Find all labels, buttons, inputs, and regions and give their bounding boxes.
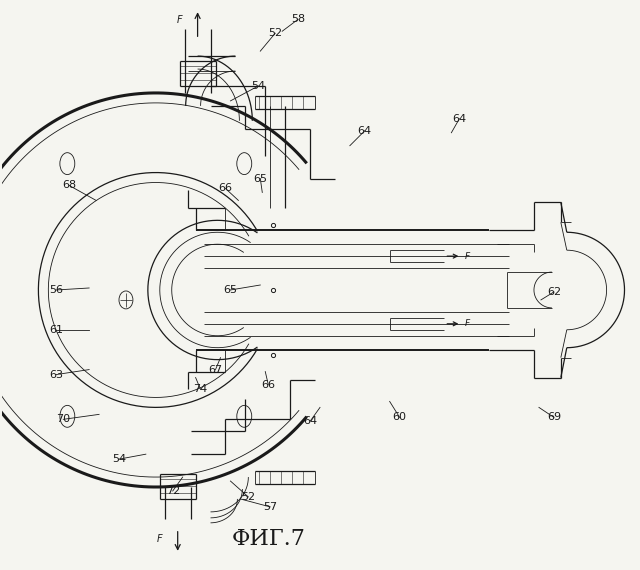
Text: 70: 70	[56, 414, 70, 424]
Text: 65: 65	[223, 285, 237, 295]
Text: 64: 64	[452, 114, 467, 124]
Text: F: F	[157, 534, 163, 544]
Text: 62: 62	[547, 287, 561, 297]
Text: 64: 64	[358, 126, 372, 136]
Text: F: F	[465, 319, 470, 328]
Text: 64: 64	[303, 416, 317, 426]
Text: 74: 74	[193, 385, 208, 394]
Text: 56: 56	[49, 285, 63, 295]
Text: ФИГ.7: ФИГ.7	[232, 528, 306, 549]
Text: 69: 69	[547, 412, 561, 422]
Text: 58: 58	[291, 14, 305, 25]
Text: 68: 68	[62, 181, 76, 190]
Text: 60: 60	[392, 412, 406, 422]
Text: F: F	[177, 15, 182, 25]
Text: F: F	[465, 251, 470, 260]
Text: 66: 66	[261, 380, 275, 389]
Text: 66: 66	[218, 184, 232, 193]
Text: 72: 72	[166, 486, 180, 496]
Text: 54: 54	[112, 454, 126, 464]
Text: 63: 63	[49, 369, 63, 380]
Text: 54: 54	[252, 81, 266, 91]
Text: 52: 52	[268, 28, 282, 38]
Text: 57: 57	[263, 502, 277, 512]
Text: 61: 61	[49, 325, 63, 335]
Text: 65: 65	[253, 173, 268, 184]
Text: 52: 52	[241, 492, 255, 502]
Text: 67: 67	[209, 365, 223, 374]
